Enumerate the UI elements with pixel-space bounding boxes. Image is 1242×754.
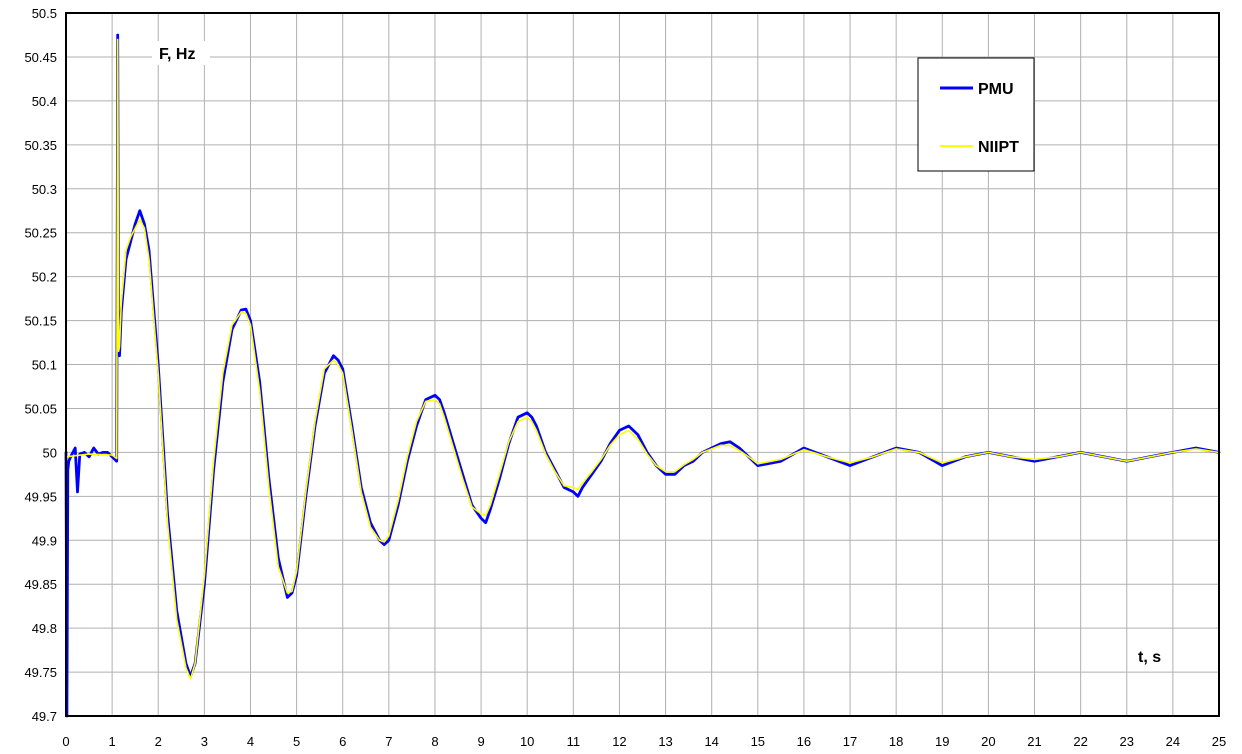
y-tick-label: 50.1 — [32, 358, 57, 373]
y-tick-labels: 49.7 49.75 49.8 49.85 49.9 49.95 50 50.05 50.1 50… — [24, 6, 57, 724]
y-tick-label: 49.9 — [32, 533, 57, 548]
y-tick-label: 50.4 — [32, 94, 57, 109]
x-tick-label: 9 — [477, 734, 484, 749]
y-tick-label: 49.95 — [24, 489, 57, 504]
x-tick-label: 17 — [843, 734, 857, 749]
y-tick-label: 50.3 — [32, 182, 57, 197]
legend: PMU NIIPT — [917, 57, 1035, 172]
y-tick-label: 50.15 — [24, 314, 57, 329]
x-tick-label: 7 — [385, 734, 392, 749]
grid-lines — [65, 12, 1220, 717]
y-axis-label: F, Hz — [159, 46, 195, 63]
y-tick-label: 49.85 — [24, 577, 57, 592]
y-tick-label: 49.8 — [32, 621, 57, 636]
x-tick-label: 19 — [935, 734, 949, 749]
x-tick-label: 5 — [293, 734, 300, 749]
x-tick-label: 12 — [612, 734, 626, 749]
x-tick-label: 15 — [751, 734, 765, 749]
x-tick-label: 16 — [797, 734, 811, 749]
x-tick-label: 2 — [155, 734, 162, 749]
legend-label-niipt: NIIPT — [978, 139, 1019, 156]
ylabel-background — [152, 41, 210, 65]
x-tick-label: 1 — [109, 734, 116, 749]
legend-box — [917, 57, 1035, 172]
x-tick-label: 14 — [704, 734, 718, 749]
x-axis-label: t, s — [1138, 649, 1161, 666]
x-tick-label: 18 — [889, 734, 903, 749]
x-tick-label: 13 — [658, 734, 672, 749]
x-tick-label: 22 — [1073, 734, 1087, 749]
x-tick-label: 20 — [981, 734, 995, 749]
x-tick-labels: 0 1 2 3 4 5 6 7 8 9 10 11 12 13 14 15 16 17 18 19 20 21 22 23 24… — [62, 734, 1226, 749]
x-tick-label: 24 — [1166, 734, 1180, 749]
xlabel-background — [1132, 644, 1172, 668]
y-tick-label: 50 — [43, 445, 57, 460]
y-tick-label: 50.25 — [24, 226, 57, 241]
y-tick-label: 50.35 — [24, 138, 57, 153]
x-tick-label: 25 — [1212, 734, 1226, 749]
series-layer — [64, 33, 1221, 718]
y-tick-label: 50.5 — [32, 6, 57, 21]
x-tick-label: 21 — [1027, 734, 1041, 749]
y-tick-label: 49.75 — [24, 665, 57, 680]
x-tick-label: 8 — [431, 734, 438, 749]
y-tick-label: 50.2 — [32, 270, 57, 285]
y-tick-label: 50.45 — [24, 50, 57, 65]
x-tick-label: 10 — [520, 734, 534, 749]
y-tick-label: 50.05 — [24, 401, 57, 416]
x-tick-label: 0 — [62, 734, 69, 749]
x-tick-label: 4 — [247, 734, 254, 749]
series-line-niipt — [65, 38, 1220, 680]
legend-label-pmu: PMU — [978, 81, 1014, 98]
x-tick-label: 23 — [1120, 734, 1134, 749]
x-tick-label: 3 — [201, 734, 208, 749]
y-tick-label: 49.7 — [32, 709, 57, 724]
x-tick-label: 11 — [567, 734, 581, 749]
x-tick-label: 6 — [339, 734, 346, 749]
plot-area-border — [65, 12, 1220, 717]
